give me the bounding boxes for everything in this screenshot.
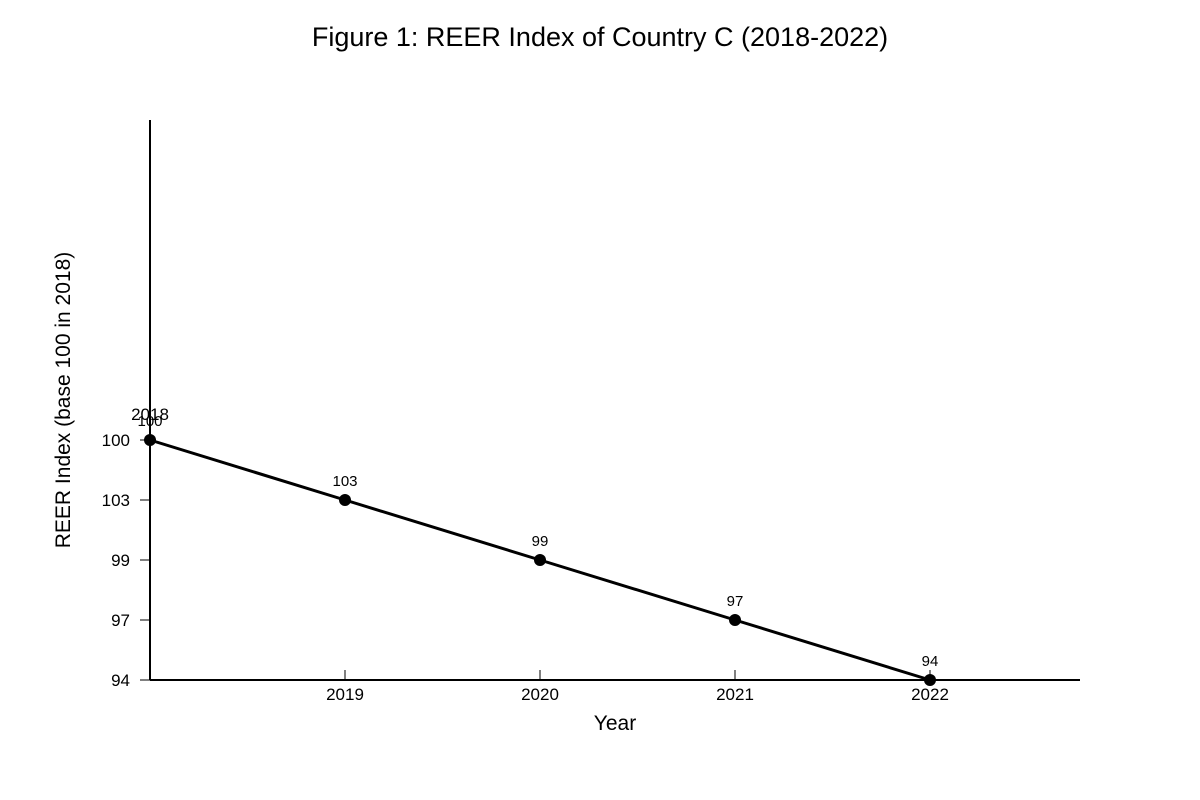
data-point bbox=[144, 434, 156, 446]
y-tick-label: 94 bbox=[111, 671, 130, 690]
x-tick-label: 2020 bbox=[521, 685, 559, 704]
y-tick-label: 100 bbox=[102, 431, 130, 450]
data-point bbox=[339, 494, 351, 506]
x-axis-ticks: 2018 2019 2020 2021 2022 bbox=[131, 405, 949, 704]
y-axis-label: REER Index (base 100 in 2018) bbox=[52, 252, 75, 549]
data-label: 94 bbox=[922, 653, 939, 670]
data-label: 100 bbox=[137, 413, 162, 430]
x-tick-label: 2022 bbox=[911, 685, 949, 704]
data-label: 103 bbox=[332, 473, 357, 490]
y-tick-label: 103 bbox=[102, 491, 130, 510]
chart-title: Figure 1: REER Index of Country C (2018-… bbox=[311, 22, 889, 52]
data-label: 99 bbox=[532, 533, 549, 550]
x-tick-label: 2018 bbox=[131, 405, 169, 424]
data-point bbox=[924, 674, 936, 686]
series-layer: 100 103 99 97 94 bbox=[137, 413, 938, 686]
y-tick-label: 99 bbox=[111, 551, 130, 570]
data-label: 97 bbox=[727, 593, 744, 610]
x-tick-label: 2021 bbox=[716, 685, 754, 704]
x-tick-label: 2019 bbox=[326, 685, 364, 704]
y-tick-label: 97 bbox=[111, 611, 130, 630]
data-point bbox=[729, 614, 741, 626]
y-axis-ticks: 100 103 99 97 94 bbox=[102, 431, 150, 690]
x-axis-label: Year bbox=[594, 712, 636, 735]
data-point bbox=[534, 554, 546, 566]
